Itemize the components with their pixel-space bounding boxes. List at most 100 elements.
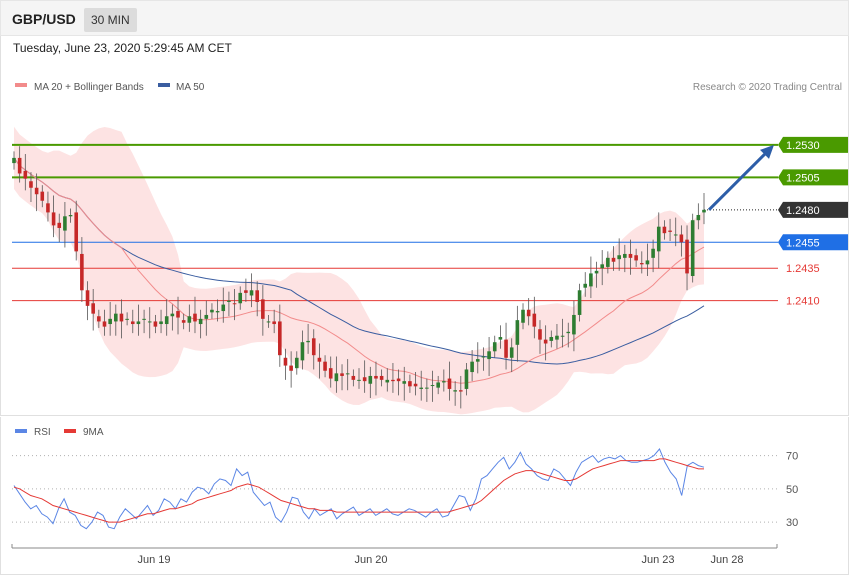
candle-body [193,313,197,322]
candle-body [374,375,378,379]
candle-body [181,320,186,323]
candle-body [447,378,452,389]
candle-body [532,313,537,327]
candle-body [611,257,616,262]
candle-body [97,316,101,322]
candle-body [130,321,135,325]
rsi-ma-legend-swatch [64,429,76,433]
x-tick-label: Jun 28 [710,554,743,566]
candle-body [436,382,440,388]
candle-body [221,304,226,312]
rsi-ma-line [13,458,704,523]
candle-body [379,375,384,380]
candles [12,146,706,409]
candle-body [12,157,16,164]
candle-body [278,321,282,356]
candle-body [475,359,480,362]
rsi-chart[interactable]: RSI 9MA 70 50 30 Jun 19 Jun 20 Jun 23 Jun 28 [1,417,850,575]
candle-body [464,369,469,389]
candle-body [481,356,486,358]
candle-body [23,170,28,179]
rsi-legend-label: RSI [34,427,51,438]
ma50-legend-swatch [158,83,170,87]
ma50-line [13,157,705,365]
candle-body [63,216,67,231]
candle-body [357,379,361,381]
candle-body [266,321,271,323]
candle-body [402,381,407,384]
bb-legend-swatch [15,83,27,87]
candle-body [204,314,209,319]
x-axis: Jun 19 Jun 20 Jun 23 Jun 28 [11,544,778,566]
candle-body [668,230,672,232]
candle-body [198,318,203,325]
rsi-tick-50: 50 [786,484,798,496]
timestamp: Tuesday, June 23, 2020 5:29:45 AM CET [13,41,232,55]
candle-body [102,321,107,327]
timeframe-button[interactable]: 30 MIN [84,8,137,32]
candle-body [289,365,293,371]
candle-body [227,300,231,302]
candle-body [187,316,192,323]
level-label-1.2455: 1.2455 [786,237,820,249]
rsi-tick-30: 30 [786,517,798,529]
candle-body [470,361,474,373]
candle-body [119,313,124,322]
candle-body [29,181,33,188]
candle-body [311,338,316,356]
candle-body [57,222,62,228]
level-labels: 1.2530 1.2505 1.2480 1.2455 1.2435 1.2410 [778,136,848,308]
candle-body [679,234,684,243]
candle-body [238,292,243,304]
candle-body [159,321,163,325]
bollinger-band [14,126,704,415]
candle-body [509,347,514,358]
level-lines [12,143,778,302]
rsi-lines [13,448,705,530]
candle-body [306,340,310,343]
candle-body [85,290,90,306]
ma20-line [13,157,705,384]
price-chart[interactable]: MA 20 + Bollinger Bands MA 50 Research ©… [1,36,850,416]
candle-body [623,253,627,258]
candle-body [261,299,265,319]
level-label-1.2480: 1.2480 [786,205,820,217]
candle-body [526,309,531,317]
candle-body [690,220,695,277]
candle-body [46,203,50,213]
candle-body [170,313,175,317]
candle-body [114,313,118,322]
candle-body [685,239,689,274]
candle-body [345,373,350,375]
candle-body [425,387,429,389]
candle-body [215,311,220,313]
candle-body [153,321,158,327]
candle-body [34,187,39,195]
candle-body [702,209,706,213]
candle-body [300,342,305,361]
candle-body [673,234,678,236]
candle-body [408,381,412,387]
candle-body [142,318,146,320]
candle-body [385,379,390,383]
credit-text: Research © 2020 Trading Central [693,82,842,93]
candle-body [487,351,491,360]
candle-body [589,273,593,287]
candle-body [634,255,638,261]
rsi-panel: RSI 9MA 70 50 30 Jun 19 Jun 20 Jun 23 Jun 28 [0,417,849,575]
candle-body [368,375,373,384]
candle-body [272,321,276,325]
candle-body [662,226,667,234]
moving-averages [13,157,705,384]
candle-body [413,383,418,387]
candle-body [521,309,525,323]
bollinger-band-area [14,126,704,415]
rsi-line [13,448,705,530]
candle-body [108,318,112,325]
candle-body [600,264,604,269]
level-label-1.2410: 1.2410 [786,296,820,308]
candle-body [176,311,180,318]
forecast-arrow-shaft [707,150,769,211]
candle-body [51,212,56,226]
level-tag-1.2480 [778,201,848,218]
